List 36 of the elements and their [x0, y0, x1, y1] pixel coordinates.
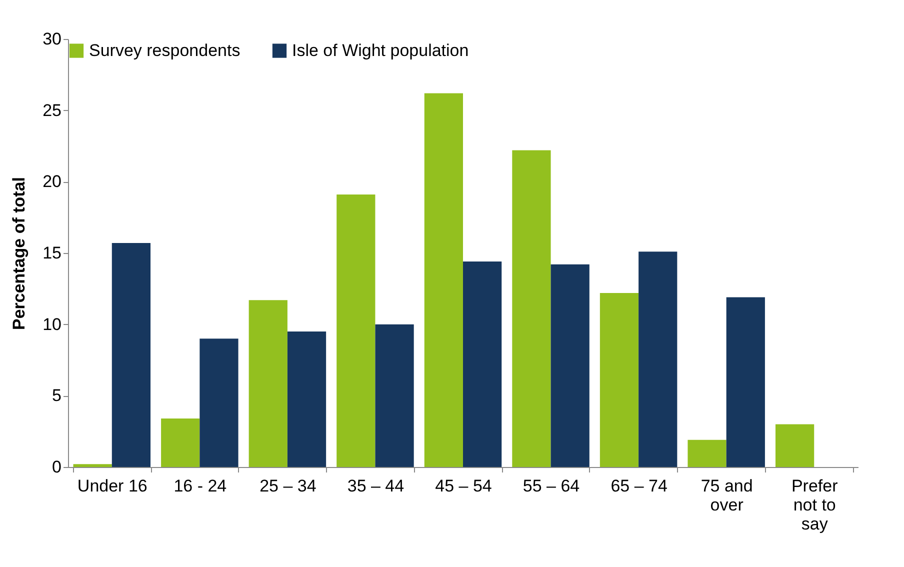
- bar: [726, 297, 765, 467]
- bar: [248, 300, 288, 467]
- bar: [287, 331, 326, 467]
- y-tick-label: 15: [42, 244, 62, 262]
- x-tick-label: 55 – 64: [522, 476, 580, 496]
- bar: [550, 264, 590, 467]
- bar: [463, 262, 502, 467]
- y-axis-title: Percentage of total: [10, 176, 29, 330]
- x-tick-label: Under 16: [77, 476, 148, 496]
- x-tick-label: 45 – 54: [435, 476, 492, 496]
- y-tick-label: 5: [52, 386, 62, 406]
- bar: [73, 464, 112, 467]
- bar: [600, 292, 639, 467]
- y-tick-label: 20: [42, 172, 62, 192]
- bar: [336, 194, 376, 467]
- bar: [775, 424, 814, 467]
- y-tick-label: 10: [42, 314, 62, 334]
- bar: [424, 93, 463, 467]
- bar: [375, 324, 414, 467]
- bar: [112, 243, 151, 467]
- y-tick-label: 30: [42, 30, 62, 48]
- x-tick-label: 75 and over: [700, 476, 753, 514]
- x-tick-label: Prefer not to say: [791, 476, 838, 534]
- y-tick-label: 0: [52, 458, 62, 476]
- y-tick-label: 25: [42, 100, 62, 120]
- x-tick-label: 65 – 74: [610, 476, 668, 496]
- x-tick-label: 35 – 44: [347, 476, 404, 496]
- legend-label: Survey respondents: [89, 40, 240, 60]
- legend-label: Isle of Wight population: [292, 40, 469, 60]
- bar: [200, 338, 238, 467]
- bar: [161, 418, 200, 467]
- bar: [688, 440, 726, 467]
- x-tick-label: 25 – 34: [260, 476, 316, 496]
- x-tick-label: 16 - 24: [174, 476, 227, 496]
- bar: [638, 252, 678, 467]
- bar: [512, 150, 551, 467]
